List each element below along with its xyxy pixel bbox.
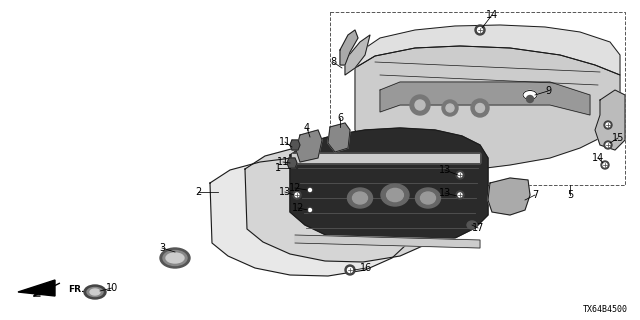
Ellipse shape <box>420 192 435 204</box>
Text: 17: 17 <box>472 223 484 233</box>
Circle shape <box>475 25 485 35</box>
Text: 12: 12 <box>292 203 304 213</box>
Text: 6: 6 <box>337 113 343 123</box>
Circle shape <box>308 209 312 212</box>
Circle shape <box>601 161 609 169</box>
Polygon shape <box>290 128 488 245</box>
Ellipse shape <box>523 91 537 100</box>
Ellipse shape <box>381 184 409 206</box>
Polygon shape <box>245 142 443 262</box>
Polygon shape <box>290 140 300 150</box>
Ellipse shape <box>90 289 100 295</box>
Circle shape <box>295 193 299 197</box>
Ellipse shape <box>467 221 477 229</box>
Polygon shape <box>345 35 370 75</box>
Polygon shape <box>380 82 590 115</box>
Circle shape <box>458 193 462 197</box>
Polygon shape <box>355 46 620 172</box>
Circle shape <box>606 123 610 127</box>
Circle shape <box>603 163 607 167</box>
Ellipse shape <box>353 192 367 204</box>
Polygon shape <box>328 123 350 152</box>
Text: 4: 4 <box>304 123 310 133</box>
Text: 9: 9 <box>545 86 551 96</box>
Text: 11: 11 <box>279 137 291 147</box>
Circle shape <box>527 95 534 102</box>
Circle shape <box>604 121 612 129</box>
Circle shape <box>293 191 301 199</box>
Polygon shape <box>488 178 530 215</box>
Polygon shape <box>355 25 620 75</box>
Circle shape <box>456 191 464 199</box>
Text: 13: 13 <box>439 165 451 175</box>
Polygon shape <box>295 235 480 248</box>
Circle shape <box>348 268 353 273</box>
Polygon shape <box>296 130 322 162</box>
Circle shape <box>415 100 425 110</box>
Text: 14: 14 <box>486 10 498 20</box>
Polygon shape <box>18 280 55 296</box>
Text: 5: 5 <box>567 190 573 200</box>
Circle shape <box>458 173 462 177</box>
Text: 13: 13 <box>439 188 451 198</box>
Circle shape <box>471 99 489 117</box>
Text: 16: 16 <box>360 263 372 273</box>
Circle shape <box>477 28 483 33</box>
Ellipse shape <box>415 188 440 208</box>
Text: 13: 13 <box>279 187 291 197</box>
Text: 8: 8 <box>330 57 336 67</box>
Text: 15: 15 <box>612 133 624 143</box>
Polygon shape <box>292 153 480 163</box>
Polygon shape <box>340 30 358 65</box>
Ellipse shape <box>160 248 190 268</box>
Text: 2: 2 <box>195 187 201 197</box>
Polygon shape <box>595 90 625 150</box>
Text: FR.: FR. <box>68 284 84 293</box>
Text: TX64B4500: TX64B4500 <box>583 305 628 314</box>
Circle shape <box>606 143 610 147</box>
Ellipse shape <box>387 188 403 202</box>
Ellipse shape <box>84 285 106 299</box>
Text: 3: 3 <box>159 243 165 253</box>
Text: 10: 10 <box>106 283 118 293</box>
Circle shape <box>307 207 313 213</box>
Text: 11: 11 <box>277 157 289 167</box>
Text: 14: 14 <box>592 153 604 163</box>
Text: 1: 1 <box>275 163 281 173</box>
Circle shape <box>345 265 355 275</box>
Ellipse shape <box>348 188 372 208</box>
Circle shape <box>456 171 464 179</box>
Circle shape <box>476 103 484 113</box>
Ellipse shape <box>163 251 187 266</box>
Circle shape <box>442 100 458 116</box>
Circle shape <box>604 141 612 149</box>
Polygon shape <box>287 158 297 168</box>
Text: 12: 12 <box>289 183 301 193</box>
Text: 7: 7 <box>532 190 538 200</box>
Polygon shape <box>210 156 408 276</box>
Circle shape <box>308 188 312 191</box>
Circle shape <box>410 95 430 115</box>
Ellipse shape <box>87 287 103 297</box>
Circle shape <box>446 104 454 112</box>
Circle shape <box>307 187 313 193</box>
Ellipse shape <box>166 253 184 263</box>
